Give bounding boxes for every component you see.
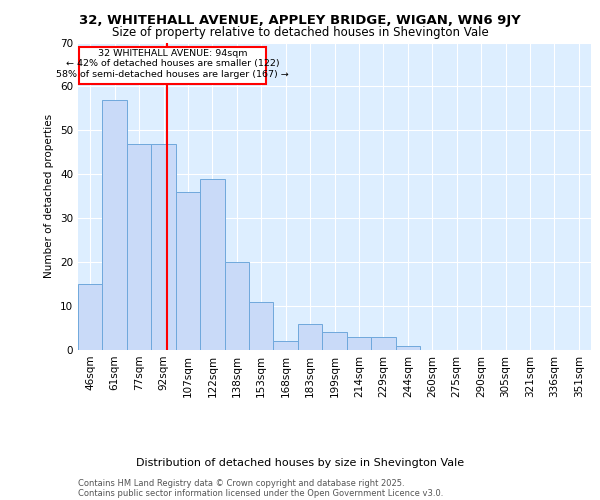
Text: 32, WHITEHALL AVENUE, APPLEY BRIDGE, WIGAN, WN6 9JY: 32, WHITEHALL AVENUE, APPLEY BRIDGE, WIG… <box>79 14 521 27</box>
Text: Contains public sector information licensed under the Open Government Licence v3: Contains public sector information licen… <box>78 489 443 498</box>
Bar <box>274 341 298 350</box>
Bar <box>176 192 200 350</box>
Text: ← 42% of detached houses are smaller (122): ← 42% of detached houses are smaller (12… <box>66 59 280 68</box>
Bar <box>224 262 249 350</box>
Text: Size of property relative to detached houses in Shevington Vale: Size of property relative to detached ho… <box>112 26 488 39</box>
Bar <box>347 337 371 350</box>
Y-axis label: Number of detached properties: Number of detached properties <box>44 114 55 278</box>
Text: Contains HM Land Registry data © Crown copyright and database right 2025.: Contains HM Land Registry data © Crown c… <box>78 479 404 488</box>
Bar <box>78 284 103 350</box>
Text: Distribution of detached houses by size in Shevington Vale: Distribution of detached houses by size … <box>136 458 464 468</box>
Bar <box>127 144 151 350</box>
Text: 32 WHITEHALL AVENUE: 94sqm: 32 WHITEHALL AVENUE: 94sqm <box>98 49 247 58</box>
Bar <box>395 346 420 350</box>
Text: 58% of semi-detached houses are larger (167) →: 58% of semi-detached houses are larger (… <box>56 70 289 78</box>
Bar <box>371 337 395 350</box>
Bar <box>298 324 322 350</box>
FancyBboxPatch shape <box>79 47 266 84</box>
Bar <box>249 302 274 350</box>
Bar <box>151 144 176 350</box>
Bar <box>322 332 347 350</box>
Bar <box>103 100 127 350</box>
Bar <box>200 178 224 350</box>
